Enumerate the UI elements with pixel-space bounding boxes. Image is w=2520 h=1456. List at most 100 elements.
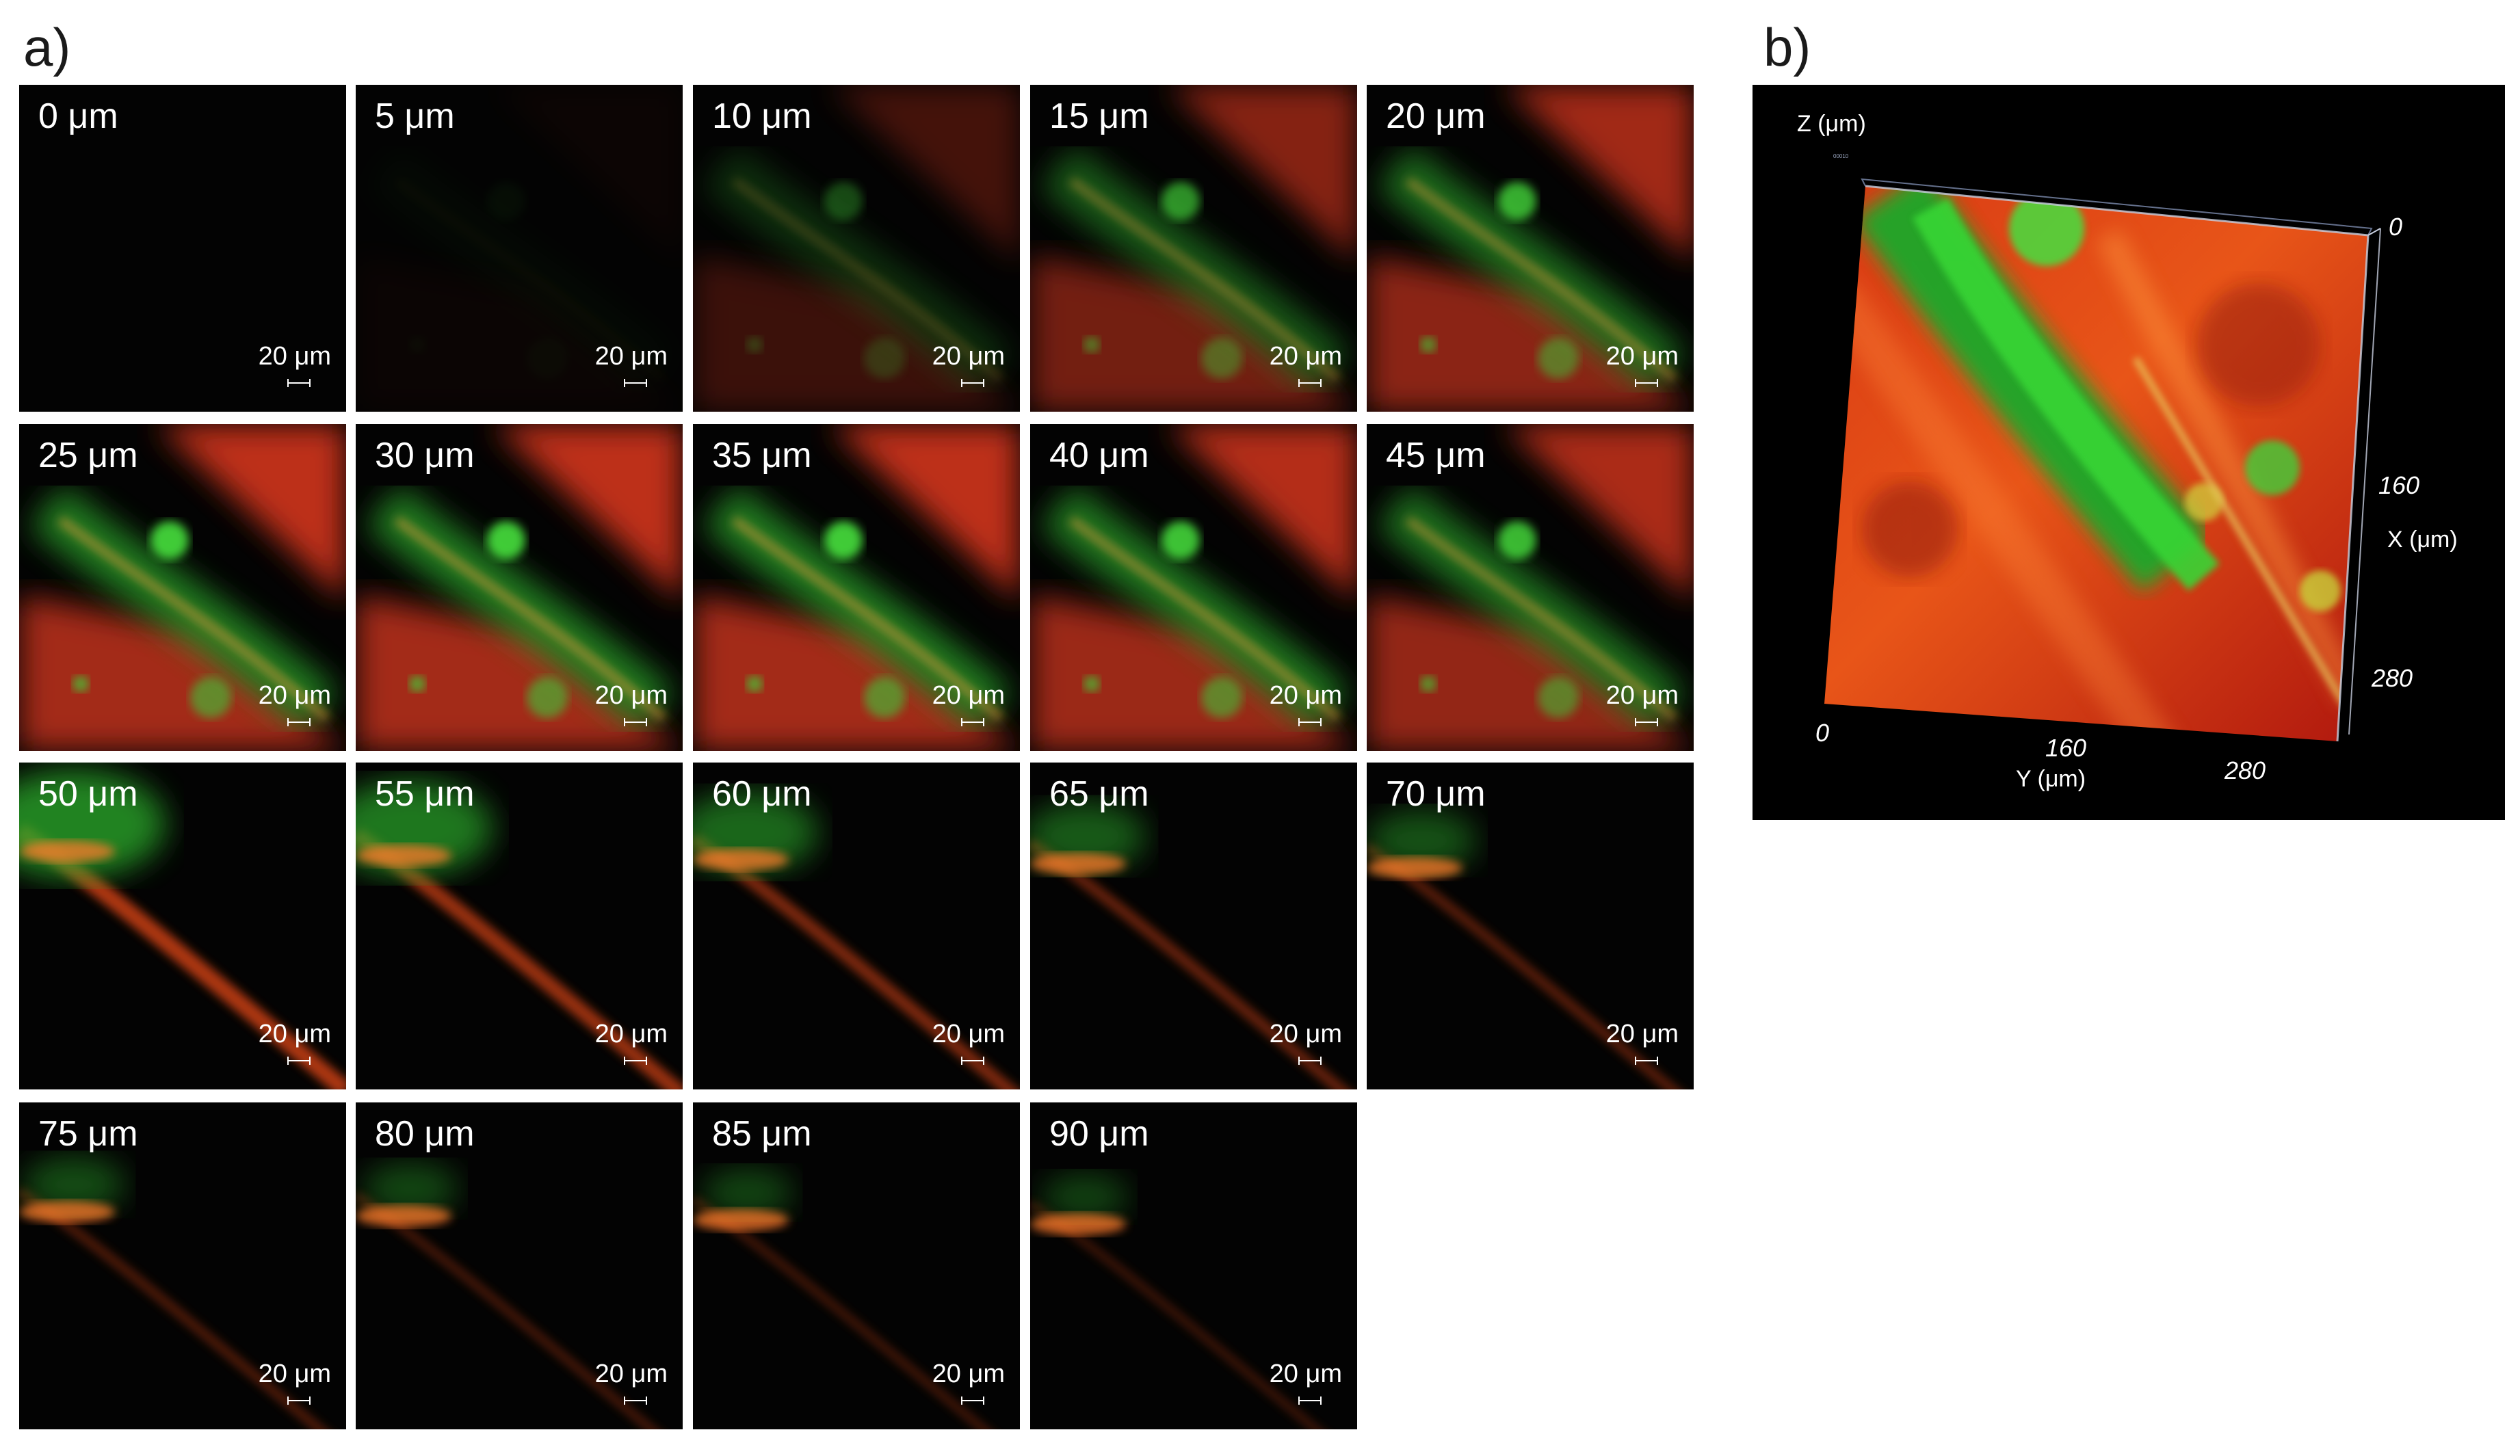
fluorescence-image: [356, 85, 683, 412]
scale-bar-label: 20 μm: [258, 681, 331, 710]
fluorescence-image: [1030, 802, 1350, 1089]
y-tick-280: 280: [2224, 756, 2266, 784]
scale-bar: 20 μm: [592, 1361, 668, 1409]
scale-bar-line: [961, 1397, 984, 1405]
slice-tile: 15 μm 20 μm: [1030, 85, 1357, 412]
scale-bar: 20 μm: [256, 1361, 331, 1409]
y-tick-160: 160: [2045, 734, 2087, 762]
scale-bar-line: [1298, 1397, 1322, 1405]
confocal-slice-grid: 0 μm 20 μm 5 μm 20 μm 10 μm 20 μm 15 μm 20 μm 20…: [19, 85, 1694, 1429]
slice-tile: 25 μm 20 μm: [19, 424, 346, 751]
scale-bar: 20 μm: [592, 1021, 668, 1069]
scale-bar: 20 μm: [930, 683, 1005, 730]
depth-label: 10 μm: [712, 96, 812, 136]
scale-bar-line: [961, 1057, 984, 1065]
x-tick-160: 160: [2378, 471, 2420, 499]
scale-bar-label: 20 μm: [258, 1020, 331, 1048]
fluorescence-image: [356, 424, 683, 751]
slice-tile: 5 μm 20 μm: [356, 85, 683, 412]
scale-bar: 20 μm: [1603, 343, 1679, 391]
slice-tile: 45 μm 20 μm: [1367, 424, 1694, 751]
slice-tile: 65 μm 20 μm: [1030, 763, 1357, 1089]
scale-bar: 20 μm: [1267, 1361, 1342, 1409]
slice-tile: 35 μm 20 μm: [693, 424, 1020, 751]
scale-bar-label: 20 μm: [932, 342, 1005, 371]
fluorescence-image: [356, 1163, 658, 1429]
slice-tile: 75 μm 20 μm: [19, 1102, 346, 1429]
fluorescence-image: [19, 424, 346, 751]
depth-label: 90 μm: [1049, 1114, 1149, 1154]
fluorescence-image: [693, 791, 1019, 1089]
fluorescence-image: [356, 780, 683, 1089]
scale-bar-label: 20 μm: [932, 681, 1005, 710]
scale-bar: 20 μm: [1603, 1021, 1679, 1069]
slice-tile: 70 μm 20 μm: [1367, 763, 1694, 1089]
slice-tile: 90 μm 20 μm: [1030, 1102, 1357, 1429]
fluorescence-image: [1030, 1174, 1322, 1429]
slice-tile: 10 μm 20 μm: [693, 85, 1020, 412]
fluorescence-image: [19, 770, 346, 1089]
depth-label: 25 μm: [38, 436, 138, 475]
depth-label: 65 μm: [1049, 774, 1149, 814]
depth-label: 15 μm: [1049, 96, 1149, 136]
depth-label: 40 μm: [1049, 436, 1149, 475]
slice-tile: 0 μm 20 μm: [19, 85, 346, 412]
scale-bar-label: 20 μm: [258, 1360, 331, 1388]
fluorescence-image: [1030, 85, 1357, 412]
3d-reconstruction-view: Z (μm) 00010 0 160 X (μm) 280 0 160 Y (μ…: [1753, 85, 2505, 820]
depth-label: 85 μm: [712, 1114, 812, 1154]
scale-bar: 20 μm: [592, 683, 668, 730]
scale-bar: 20 μm: [256, 343, 331, 391]
depth-label: 35 μm: [712, 436, 812, 475]
scale-bar-line: [287, 1057, 311, 1065]
slice-tile: 50 μm 20 μm: [19, 763, 346, 1089]
scale-bar: 20 μm: [256, 1021, 331, 1069]
depth-label: 50 μm: [38, 774, 138, 814]
scale-bar: 20 μm: [930, 343, 1005, 391]
slice-tile: 20 μm 20 μm: [1367, 85, 1694, 412]
fluorescence-image: [693, 424, 1020, 751]
scale-bar-label: 20 μm: [594, 342, 668, 371]
scale-bar-label: 20 μm: [1269, 1360, 1342, 1388]
scale-bar-line: [961, 718, 984, 726]
depth-label: 75 μm: [38, 1114, 138, 1154]
slice-tile: 40 μm 20 μm: [1030, 424, 1357, 751]
z-tick-0: 0: [2389, 213, 2403, 241]
depth-label: 70 μm: [1386, 774, 1486, 814]
depth-label: 5 μm: [375, 96, 455, 136]
fluorescence-image: [1367, 424, 1694, 751]
scale-bar-line: [287, 718, 311, 726]
depth-label: 55 μm: [375, 774, 475, 814]
slice-tile: 30 μm 20 μm: [356, 424, 683, 751]
scale-bar-line: [1298, 379, 1322, 387]
scale-bar-label: 20 μm: [1269, 1020, 1342, 1048]
scale-bar: 20 μm: [592, 343, 668, 391]
x-axis-title: X (μm): [2387, 527, 2458, 553]
slice-tile: 60 μm 20 μm: [693, 763, 1020, 1089]
scale-bar-label: 20 μm: [932, 1360, 1005, 1388]
scale-bar-line: [961, 379, 984, 387]
scale-bar-label: 20 μm: [1605, 1020, 1679, 1048]
scale-bar-line: [624, 1057, 647, 1065]
scale-bar-line: [1298, 718, 1322, 726]
scale-bar-label: 20 μm: [594, 681, 668, 710]
fluorescence-image: [1030, 424, 1357, 751]
scale-bar: 20 μm: [930, 1361, 1005, 1409]
scale-bar-line: [624, 1397, 647, 1405]
fluorescence-image: [693, 1168, 990, 1429]
scale-bar-line: [287, 379, 311, 387]
scale-bar: 20 μm: [1603, 683, 1679, 730]
scale-bar-line: [1298, 1057, 1322, 1065]
y-tick-0: 0: [1815, 719, 1830, 747]
scale-bar: 20 μm: [930, 1021, 1005, 1069]
scale-bar: 20 μm: [256, 683, 331, 730]
scale-bar-line: [1635, 379, 1658, 387]
scale-bar-line: [624, 718, 647, 726]
depth-label: 80 μm: [375, 1114, 475, 1154]
scale-bar-label: 20 μm: [1605, 342, 1679, 371]
3d-volume-render: [1824, 178, 2381, 742]
depth-label: 30 μm: [375, 436, 475, 475]
scale-bar-line: [1635, 718, 1658, 726]
depth-label: 60 μm: [712, 774, 812, 814]
fluorescence-image: [1367, 85, 1694, 412]
